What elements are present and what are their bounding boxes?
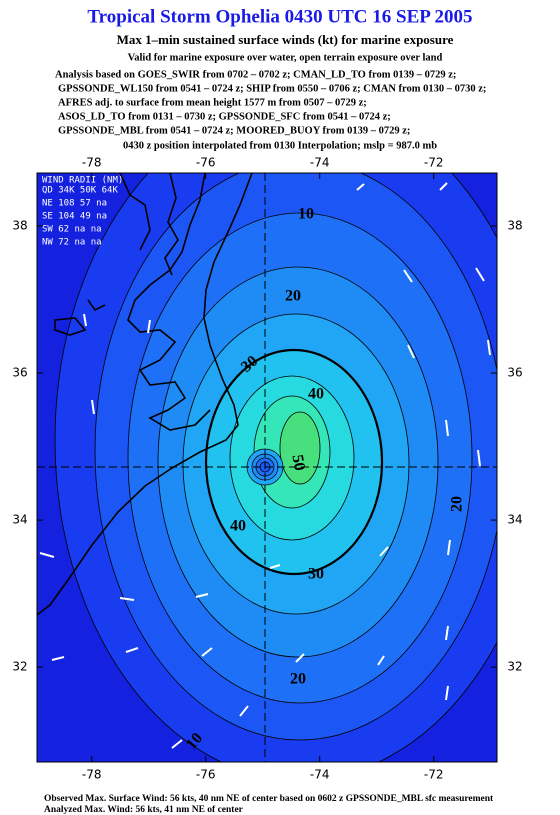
valid-note: Valid for marine exposure over water, op…	[128, 52, 443, 63]
position-note: 0430 z position interpolated from 0130 I…	[123, 140, 437, 151]
map-frame	[36, 172, 498, 763]
footer-line: Observed Max. Surface Wind: 56 kts, 40 n…	[44, 794, 494, 804]
title: Tropical Storm Ophelia 0430 UTC 16 SEP 2…	[87, 6, 472, 27]
contour-label: 40	[230, 518, 246, 535]
x-tick-label: -74	[310, 768, 330, 782]
x-tick-label: -78	[82, 768, 102, 782]
center-crosshair	[37, 173, 497, 762]
y-tick-label: 32	[507, 660, 522, 674]
contour-label: 30	[308, 566, 324, 583]
contour-label: 50	[288, 453, 308, 472]
radii-row: SE 104 49 na	[42, 212, 107, 222]
radii-row: SW 62 na na	[42, 225, 102, 235]
contour-label: 20	[285, 288, 301, 305]
radii-row: NW 72 na na	[42, 238, 102, 248]
subtitle: Max 1–min sustained surface winds (kt) f…	[117, 32, 454, 47]
x-tick-label: -78	[82, 156, 102, 170]
y-tick-label: 38	[12, 218, 27, 232]
analysis-line: ASOS_LD_TO from 0131 – 0730 z; GPSSONDE_…	[58, 111, 391, 122]
contour-label: 20	[449, 496, 466, 512]
x-tick-label: -76	[196, 768, 216, 782]
wind-vectors	[39, 182, 491, 749]
y-tick-label: 32	[12, 660, 27, 674]
footer-line: Analyzed Max. Wind: 56 kts, 41 nm NE of …	[44, 805, 244, 815]
contour	[279, 411, 321, 485]
x-tick-label: -72	[424, 156, 444, 170]
analysis-line: GPSSONDE_MBL from 0541 – 0724 z; MOORED_…	[58, 125, 410, 136]
radii-title: WIND RADII (NM)	[42, 176, 123, 186]
radii-row: NE 108 57 na	[42, 199, 107, 209]
analysis-line: GPSSONDE_WL150 from 0541 – 0724 z; SHIP …	[58, 83, 486, 94]
x-tick-label: -74	[310, 156, 330, 170]
contour-label: 10	[298, 206, 314, 223]
contour-label: 40	[308, 386, 324, 403]
x-tick-label: -72	[424, 768, 444, 782]
analysis-line: AFRES adj. to surface from mean height 1…	[58, 97, 367, 108]
y-tick-label: 36	[507, 366, 522, 380]
y-tick-label: 34	[507, 513, 522, 527]
x-tick-label: -76	[196, 156, 216, 170]
y-tick-label: 36	[12, 366, 27, 380]
y-tick-label: 38	[507, 218, 522, 232]
coastline	[37, 173, 253, 616]
radii-header: QD 34K 50K 64K	[42, 186, 118, 196]
contour-label: 20	[290, 671, 306, 688]
analysis-line: Analysis based on GOES_SWIR from 0702 – …	[55, 69, 456, 80]
y-tick-label: 34	[12, 513, 27, 527]
